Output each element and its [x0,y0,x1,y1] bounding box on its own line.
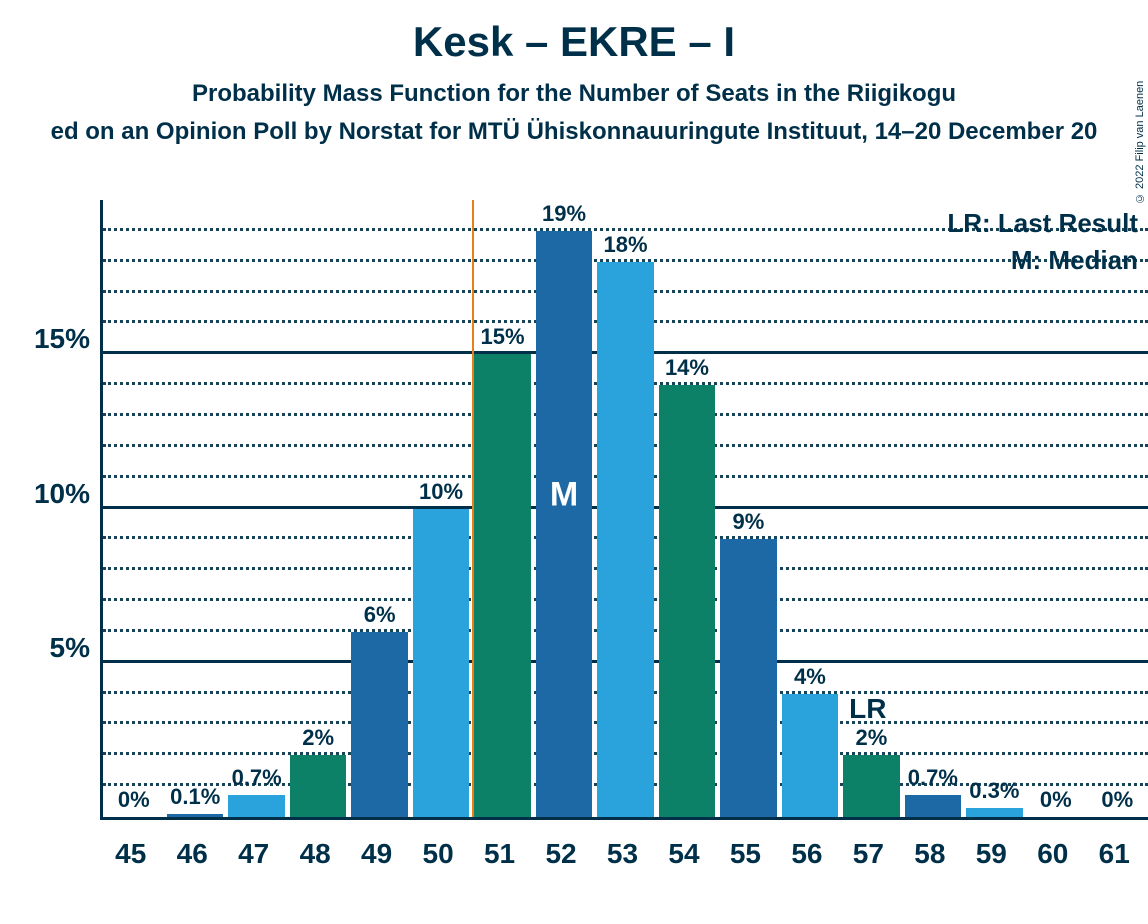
bar-value-label: 9% [720,509,777,535]
x-tick-label: 53 [607,838,638,870]
x-tick-label: 50 [423,838,454,870]
x-tick-label: 58 [914,838,945,870]
bar: 2%LR [843,755,900,817]
y-axis-labels: 5% 10% 15% [0,200,100,820]
bar-value-label: 0.7% [905,765,962,791]
bar: 0.7% [228,795,285,817]
bar: 9% [720,539,777,817]
bar-value-label: 2% [290,725,347,751]
chart-subtitle: Probability Mass Function for the Number… [0,80,1148,108]
bar: 0.7% [905,795,962,817]
bar: 19%M [536,231,593,817]
bar-value-label: 0.3% [966,778,1023,804]
bar: 6% [351,632,408,817]
x-axis-labels: 45 46 47 48 49 50 51 52 53 54 55 56 57 58 59 60 61 [100,828,1148,878]
median-marker: M [536,475,593,514]
x-tick-label: 56 [791,838,822,870]
bar: 0.1% [167,814,224,817]
bar-value-label: 19% [536,201,593,227]
bar-value-label: 14% [659,355,716,381]
legend: LR: Last Result M: Median [947,208,1138,282]
x-tick-label: 46 [177,838,208,870]
bar-value-label: 4% [782,664,839,690]
bar: 0.3% [966,808,1023,817]
y-tick-label: 5% [50,632,90,664]
bar-value-label: 0% [1089,787,1146,813]
bar: 4% [782,694,839,817]
bar-value-label: 0.1% [167,784,224,810]
bar-value-label: 0% [1028,787,1085,813]
bar: 14% [659,385,716,817]
bar-value-label: 0.7% [228,765,285,791]
bar: 18% [597,262,654,817]
chart-page: © 2022 Filip van Laenen Kesk – EKRE – I … [0,0,1148,924]
x-tick-label: 54 [668,838,699,870]
plot-area: LR: Last Result M: Median 0%0.1%0.7%2%6%… [100,200,1148,820]
x-tick-label: 60 [1037,838,1068,870]
x-tick-label: 48 [300,838,331,870]
x-tick-label: 47 [238,838,269,870]
plot-wrap: 5%10%15% LR: Last Result M: Median 0%0.1… [0,200,1148,850]
legend-lr: LR: Last Result [947,208,1138,239]
last-result-marker: LR [849,693,886,725]
bar: 15% [474,354,531,817]
x-tick-label: 52 [545,838,576,870]
y-tick-label: 15% [34,323,90,355]
copyright-text: © 2022 Filip van Laenen [1134,0,1148,208]
grid-minor [103,228,1148,231]
x-tick-label: 59 [976,838,1007,870]
x-tick-label: 45 [115,838,146,870]
bar-value-label: 18% [597,232,654,258]
bar-value-label: 2% [843,725,900,751]
x-tick-label: 51 [484,838,515,870]
bar-value-label: 6% [351,602,408,628]
y-tick-label: 10% [34,478,90,510]
x-tick-label: 49 [361,838,392,870]
bar: 2% [290,755,347,817]
chart-title: Kesk – EKRE – I [0,18,1148,66]
x-tick-label: 61 [1099,838,1130,870]
bar: 10% [413,509,470,818]
bar-value-label: 15% [474,324,531,350]
x-tick-label: 57 [853,838,884,870]
bar-value-label: 0% [105,787,162,813]
x-tick-label: 55 [730,838,761,870]
bar-value-label: 10% [413,479,470,505]
chart-subtitle-2: ed on an Opinion Poll by Norstat for MTÜ… [0,118,1148,146]
